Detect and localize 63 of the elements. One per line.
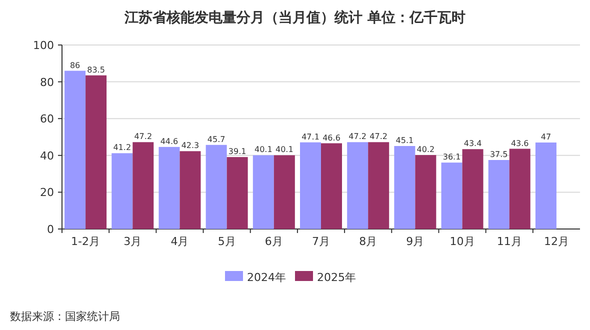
data-label: 45.1	[396, 136, 414, 146]
bar	[415, 155, 436, 229]
data-label: 46.6	[322, 133, 340, 142]
x-tick-label: 5月	[218, 235, 236, 248]
legend-label: 2025年	[317, 271, 356, 284]
bar	[180, 151, 201, 229]
data-label: 44.6	[160, 136, 178, 146]
data-label: 86	[70, 60, 80, 70]
bar	[132, 142, 154, 229]
bar	[394, 146, 416, 229]
bar	[274, 155, 295, 229]
bar	[64, 70, 86, 229]
bar	[112, 153, 133, 229]
bar	[321, 143, 342, 229]
bar	[158, 146, 180, 229]
x-tick-label: 10月	[450, 235, 475, 248]
y-tick-label: 100	[33, 39, 54, 52]
y-tick-label: 40	[40, 149, 54, 162]
bar	[441, 162, 462, 229]
data-label: 39.1	[228, 147, 246, 156]
chart-title: 江苏省核能发电量分月（当月值）统计 单位：亿千瓦时	[124, 9, 466, 26]
y-tick-label: 60	[40, 112, 54, 126]
data-label: 45.7	[207, 134, 226, 144]
legend-label: 2024年	[247, 271, 286, 284]
y-tick-label: 20	[40, 186, 54, 200]
x-tick-label: 4月	[170, 235, 189, 248]
bar	[535, 142, 556, 229]
data-label: 47.2	[370, 132, 388, 142]
y-tick-label: 80	[40, 76, 54, 89]
bar	[252, 155, 274, 229]
bar	[206, 144, 227, 229]
data-label: 43.6	[510, 138, 529, 148]
bar	[488, 160, 510, 229]
source-note: 数据来源：国家统计局	[10, 310, 120, 323]
data-label: 40.2	[416, 145, 435, 154]
bar	[368, 142, 390, 229]
data-label: 36.1	[442, 152, 461, 162]
x-tick-label: 6月	[264, 235, 283, 248]
data-label: 40.1	[276, 145, 294, 154]
y-tick-label: 0	[47, 223, 54, 236]
data-label: 47.2	[134, 132, 152, 142]
x-tick-label: 7月	[312, 235, 330, 248]
x-tick-label: 1-2月	[71, 235, 100, 248]
x-tick-label: 11月	[496, 235, 522, 248]
x-tick-label: 12月	[544, 235, 569, 248]
bar	[462, 149, 484, 229]
data-label: 41.2	[113, 143, 132, 152]
data-label: 83.5	[87, 65, 105, 74]
data-label: 43.4	[464, 139, 482, 148]
bar	[347, 142, 368, 229]
x-tick-label: 9月	[406, 235, 424, 248]
data-label: 40.1	[254, 145, 272, 154]
data-label: 37.5	[490, 150, 508, 159]
bar	[509, 148, 530, 229]
data-label: 42.3	[181, 141, 200, 150]
data-label: 47.2	[348, 132, 366, 142]
bar	[86, 75, 107, 229]
bar	[226, 157, 248, 229]
bar	[300, 142, 321, 229]
x-tick-label: 8月	[359, 235, 378, 248]
x-tick-label: 3月	[124, 235, 142, 248]
data-label: 47.1	[302, 132, 320, 142]
data-label: 47	[540, 132, 552, 142]
